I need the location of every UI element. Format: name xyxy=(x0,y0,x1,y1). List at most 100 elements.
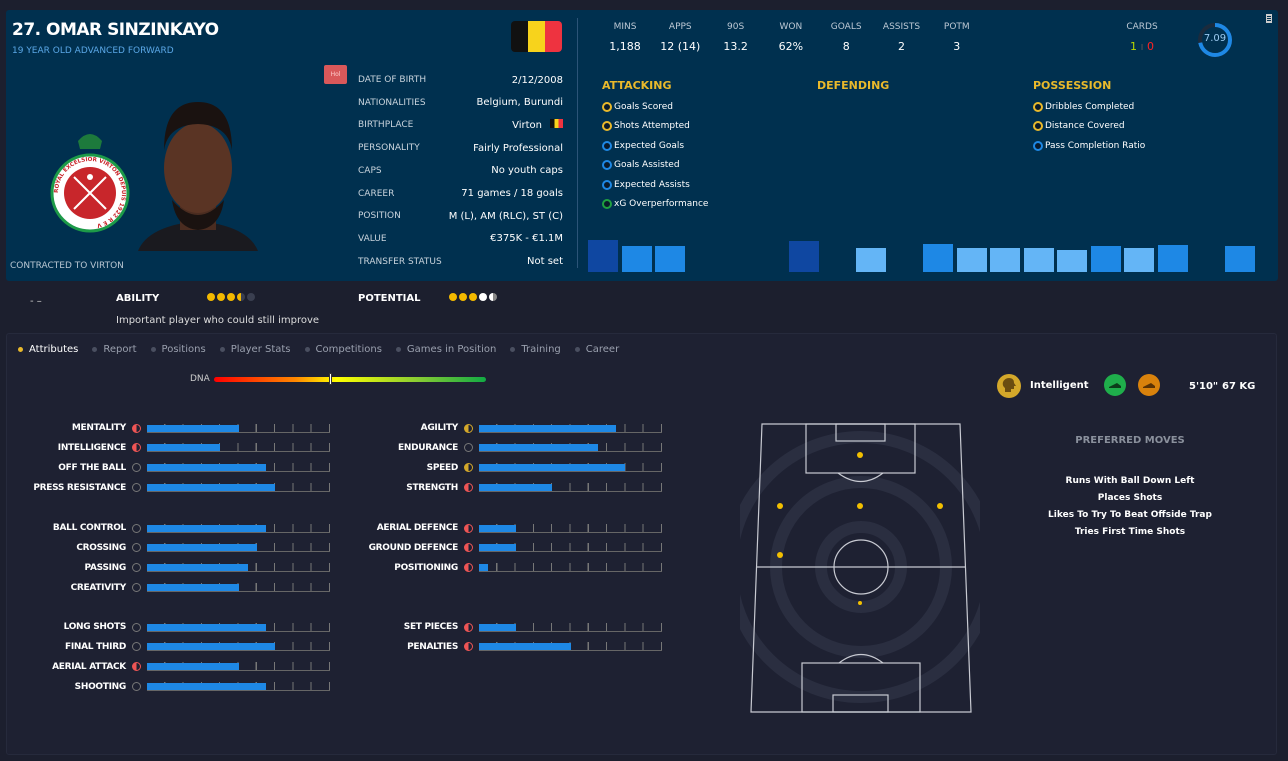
percentile-bar[interactable] xyxy=(1124,248,1154,272)
info-value: Fairly Professional xyxy=(473,143,563,154)
position-dot-amc xyxy=(857,503,863,509)
ability-description: Important player who could still improve xyxy=(116,315,320,326)
position-dot-cm xyxy=(858,601,862,605)
dna-bar xyxy=(213,372,486,385)
metric-toggle[interactable]: Goals Assisted xyxy=(602,156,708,176)
info-row: CAREER 71 games / 18 goals xyxy=(358,185,563,203)
tab-attributes[interactable]: Attributes xyxy=(18,344,78,355)
tab-games-in-position[interactable]: Games in Position xyxy=(395,344,496,355)
attacking-metrics: Goals Scored Shots Attempted Expected Goal… xyxy=(602,97,708,214)
tab-report[interactable]: Report xyxy=(92,344,137,355)
star-icon xyxy=(449,293,457,301)
info-value: No youth caps xyxy=(491,165,563,176)
percentile-bar[interactable] xyxy=(856,248,886,272)
attribute-bar xyxy=(147,483,330,493)
metric-toggle[interactable]: Goals Scored xyxy=(602,97,708,117)
attribute-key-icon xyxy=(132,523,141,533)
info-label: VALUE xyxy=(358,233,387,244)
percentile-bar[interactable] xyxy=(923,243,953,272)
info-row: PERSONALITY Fairly Professional xyxy=(358,139,563,157)
metric-dot-icon xyxy=(602,160,612,171)
tab-dot-icon xyxy=(219,347,225,352)
attribute-name: AERIAL DEFENCE xyxy=(376,523,459,533)
attribute-key-icon xyxy=(132,622,141,632)
holiday-badge[interactable]: Hol xyxy=(324,65,347,84)
percentile-bar[interactable] xyxy=(1224,245,1255,272)
ability-label: ABILITY xyxy=(116,293,160,304)
star-icon xyxy=(207,293,215,301)
metric-toggle[interactable]: xG Overperformance xyxy=(602,195,708,215)
brain-head-icon xyxy=(997,374,1021,398)
tab-career[interactable]: Career xyxy=(574,344,619,355)
info-label: TRANSFER STATUS xyxy=(358,256,442,267)
attribute-name: STRENGTH xyxy=(406,482,458,493)
metric-toggle[interactable]: Expected Assists xyxy=(602,175,708,195)
attribute-row: AERIAL ATTACK xyxy=(18,657,330,677)
metric-toggle[interactable]: Shots Attempted xyxy=(602,117,708,137)
star-icon xyxy=(469,293,477,301)
stat-label: MINS xyxy=(613,22,637,32)
attribute-key-icon xyxy=(464,642,473,652)
info-value-text: 2/12/2008 xyxy=(511,74,563,86)
attribute-bar-fill xyxy=(479,444,598,452)
preferred-move: Runs With Ball Down Left xyxy=(1065,476,1195,486)
tab-positions[interactable]: Positions xyxy=(150,344,206,355)
tab-training[interactable]: Training xyxy=(510,344,561,355)
metric-toggle[interactable]: Pass Completion Ratio xyxy=(1033,136,1145,156)
attribute-name: CREATIVITY xyxy=(70,582,127,593)
tab-player-stats[interactable]: Player Stats xyxy=(219,344,291,355)
info-label: DATE OF BIRTH xyxy=(358,75,427,85)
star-icon xyxy=(217,293,225,301)
position-pitch xyxy=(740,423,980,713)
percentile-bar[interactable] xyxy=(1057,250,1087,272)
info-value-text: No youth caps xyxy=(491,165,563,177)
potential-label: POTENTIAL xyxy=(358,293,421,304)
dna-meter: DNA xyxy=(190,372,486,385)
attribute-row: PENALTIES xyxy=(350,637,662,657)
left-foot-boot-icon xyxy=(1104,374,1126,396)
attribute-bar xyxy=(147,443,330,453)
preferred-move: Tries First Time Shots xyxy=(1074,527,1186,537)
attribute-bar xyxy=(147,682,330,692)
percentile-bar[interactable] xyxy=(588,240,618,272)
attribute-bar-fill xyxy=(147,584,239,592)
tab-competitions[interactable]: Competitions xyxy=(304,344,382,355)
attribute-name: PRESS RESISTANCE xyxy=(33,482,126,493)
attribute-bar xyxy=(479,523,662,533)
right-foot-boot-icon xyxy=(1138,374,1160,396)
attribute-bar-fill xyxy=(147,444,221,452)
metric-toggle[interactable]: Expected Goals xyxy=(602,136,708,156)
stat-label: ASSISTS xyxy=(882,22,921,32)
percentile-bar[interactable] xyxy=(621,245,652,272)
stat-assists: ASSISTS 2 xyxy=(867,22,937,53)
percentile-bar[interactable] xyxy=(789,240,819,272)
attribute-name: GROUND DEFENCE xyxy=(368,542,459,553)
percentile-bar[interactable] xyxy=(1157,244,1188,272)
attribute-bar xyxy=(147,583,330,593)
attribute-key-icon xyxy=(132,463,141,473)
metric-toggle[interactable]: Dribbles Completed xyxy=(1033,97,1145,117)
attribute-name: SHOOTING xyxy=(74,681,127,692)
attribute-key-icon xyxy=(464,483,473,493)
star-icon xyxy=(237,293,245,301)
stat-90s: 90S 13.2 xyxy=(701,22,771,53)
attribute-row: SET PIECES xyxy=(350,617,662,637)
average-rating: 7.09 xyxy=(1203,33,1227,44)
metric-dot-icon xyxy=(602,121,612,132)
player-photo xyxy=(138,102,258,251)
stat-value: 2 xyxy=(898,40,905,53)
percentile-bar[interactable] xyxy=(990,248,1020,272)
attribute-bar-fill xyxy=(147,464,266,472)
position-dot-aml xyxy=(777,503,783,509)
percentile-bar[interactable] xyxy=(1023,248,1054,272)
percentile-bar[interactable] xyxy=(1090,245,1121,272)
attribute-bar-fill xyxy=(147,663,239,671)
percentile-bar[interactable] xyxy=(655,245,685,272)
menu-icon[interactable] xyxy=(1266,14,1272,23)
metric-toggle[interactable]: Distance Covered xyxy=(1033,117,1145,137)
attribute-key-icon xyxy=(464,443,473,453)
info-value-text: M (L), AM (RLC), ST (C) xyxy=(448,210,563,222)
percentile-bar[interactable] xyxy=(956,248,987,272)
metric-label: Shots Attempted xyxy=(614,121,690,132)
position-dot-amr xyxy=(937,503,943,509)
